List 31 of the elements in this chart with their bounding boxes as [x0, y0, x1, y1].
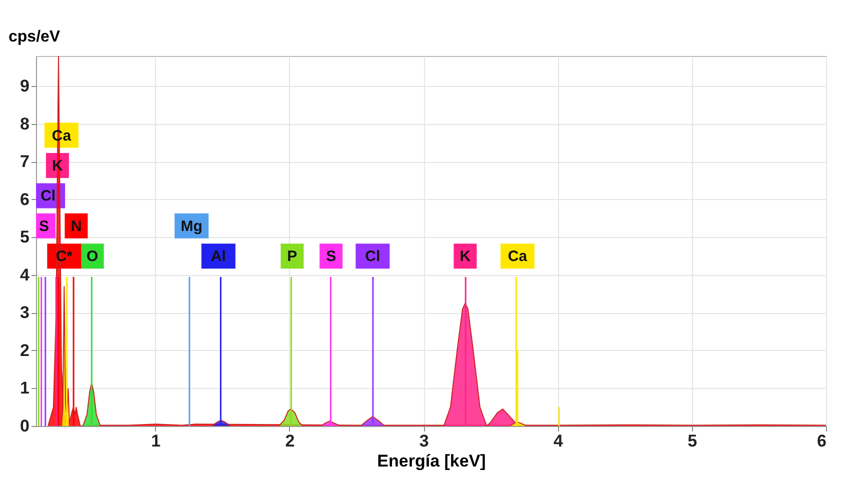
y-tick-label: 2	[20, 340, 30, 360]
x-tick-label: 5	[688, 432, 698, 450]
annotation: K	[460, 248, 471, 266]
annotation: Mg	[180, 218, 202, 235]
x-tick-label: 6	[817, 432, 826, 450]
annotation: O	[86, 248, 98, 266]
y-axis-title: cps/eV	[8, 28, 60, 46]
annotation: K	[52, 157, 64, 174]
annotation: Al	[210, 248, 226, 266]
y-tick-label: 5	[20, 228, 30, 247]
annotation: Ca	[508, 248, 528, 266]
annotation: N	[70, 218, 82, 235]
y-tick-label: 8	[20, 114, 30, 134]
x-tick-label: 2	[285, 432, 295, 450]
annotation: C*	[56, 248, 73, 266]
y-tick-label: 4	[20, 265, 30, 284]
x-tick-label: 1	[151, 432, 161, 450]
y-tick-label: 0	[20, 416, 30, 436]
annotation: S	[39, 218, 50, 235]
y-tick-label: 7	[20, 152, 30, 172]
y-tick-label: 1	[20, 378, 30, 398]
annotation: P	[287, 248, 298, 266]
y-tick-label: 3	[20, 303, 30, 322]
annotation: Cl	[40, 188, 56, 205]
x-axis-title: Energía [keV]	[377, 452, 486, 470]
x-tick-label: 3	[419, 432, 429, 450]
y-tick-label: 9	[20, 76, 30, 96]
annotation: Cl	[365, 248, 380, 266]
annotation: S	[326, 248, 336, 266]
y-tick-label: 6	[20, 190, 30, 209]
x-tick-label: 4	[554, 432, 564, 450]
